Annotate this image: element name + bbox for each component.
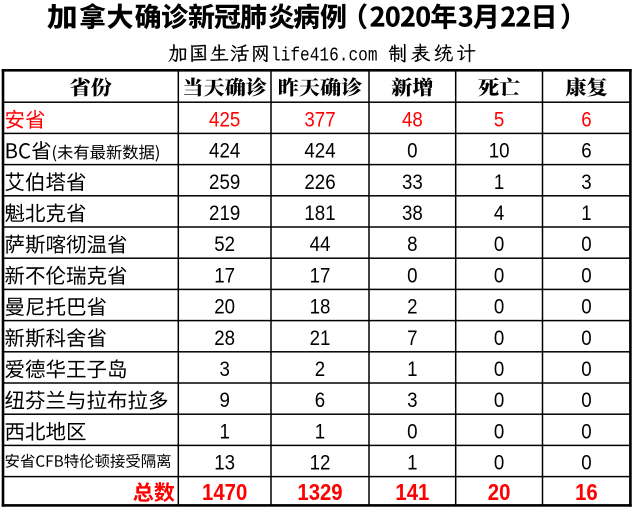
- svg-text:1470: 1470: [202, 479, 247, 505]
- svg-text:0: 0: [494, 295, 504, 319]
- svg-text:0: 0: [581, 295, 591, 319]
- svg-text:0: 0: [494, 326, 504, 350]
- svg-text:8: 8: [407, 232, 417, 256]
- svg-text:38: 38: [402, 201, 423, 225]
- svg-text:6: 6: [581, 139, 591, 163]
- svg-text:1: 1: [494, 170, 504, 194]
- svg-text:1: 1: [407, 451, 417, 475]
- svg-text:0: 0: [407, 139, 417, 163]
- svg-text:0: 0: [494, 419, 504, 443]
- svg-text:377: 377: [304, 107, 335, 131]
- svg-text:1329: 1329: [297, 479, 342, 505]
- svg-text:21: 21: [310, 326, 331, 350]
- svg-text:219: 219: [209, 201, 240, 225]
- svg-text:0: 0: [494, 451, 504, 475]
- svg-text:181: 181: [304, 201, 335, 225]
- svg-text:12: 12: [310, 451, 331, 475]
- svg-text:1: 1: [581, 201, 591, 225]
- svg-text:0: 0: [494, 357, 504, 381]
- svg-text:259: 259: [209, 170, 240, 194]
- svg-text:2: 2: [315, 357, 325, 381]
- svg-text:3: 3: [219, 357, 229, 381]
- svg-text:4: 4: [494, 201, 504, 225]
- svg-text:44: 44: [310, 232, 331, 256]
- svg-text:0: 0: [494, 232, 504, 256]
- svg-text:6: 6: [315, 388, 325, 412]
- svg-text:17: 17: [214, 263, 235, 287]
- svg-text:18: 18: [310, 295, 331, 319]
- svg-text:424: 424: [304, 139, 335, 163]
- svg-text:0: 0: [494, 263, 504, 287]
- svg-text:0: 0: [581, 419, 591, 443]
- svg-text:425: 425: [209, 107, 240, 131]
- svg-text:1: 1: [315, 419, 325, 443]
- svg-text:0: 0: [581, 451, 591, 475]
- svg-text:6: 6: [581, 107, 591, 131]
- svg-text:5: 5: [494, 107, 504, 131]
- svg-text:0: 0: [581, 357, 591, 381]
- svg-text:10: 10: [489, 139, 510, 163]
- svg-text:0: 0: [581, 326, 591, 350]
- svg-text:2: 2: [407, 295, 417, 319]
- svg-text:20: 20: [488, 479, 511, 505]
- svg-text:48: 48: [402, 107, 423, 131]
- svg-text:0: 0: [407, 263, 417, 287]
- svg-text:0: 0: [407, 419, 417, 443]
- svg-text:0: 0: [494, 388, 504, 412]
- svg-text:17: 17: [310, 263, 331, 287]
- svg-text:33: 33: [402, 170, 423, 194]
- svg-text:3: 3: [581, 170, 591, 194]
- svg-text:424: 424: [209, 139, 240, 163]
- svg-text:0: 0: [581, 232, 591, 256]
- svg-text:1: 1: [407, 357, 417, 381]
- svg-text:0: 0: [581, 263, 591, 287]
- svg-text:13: 13: [214, 451, 235, 475]
- svg-text:28: 28: [214, 326, 235, 350]
- svg-text:20: 20: [214, 295, 235, 319]
- svg-text:life416.com: life416.com: [271, 44, 378, 66]
- svg-text:52: 52: [214, 232, 235, 256]
- svg-text:0: 0: [581, 388, 591, 412]
- svg-text:16: 16: [575, 479, 598, 505]
- svg-text:3: 3: [407, 388, 417, 412]
- svg-text:1: 1: [219, 419, 229, 443]
- svg-text:141: 141: [395, 479, 429, 505]
- svg-text:9: 9: [219, 388, 229, 412]
- svg-text:226: 226: [304, 170, 335, 194]
- svg-text:7: 7: [407, 326, 417, 350]
